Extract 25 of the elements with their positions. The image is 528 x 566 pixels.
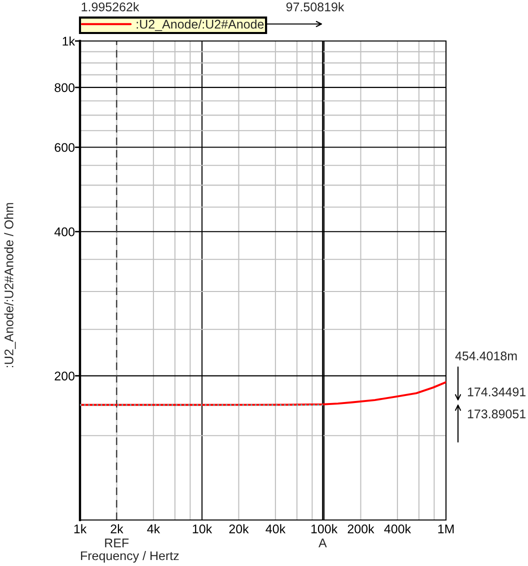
- y-tick-label: 200: [54, 372, 75, 380]
- ref-line-label: A: [318, 538, 327, 548]
- y-tick-label: 800: [54, 83, 75, 92]
- y-axis-title: :U2_Anode/:U2#Anode / Ohm: [4, 203, 16, 368]
- x-tick-label: 400k: [384, 524, 412, 534]
- x-axis-title: Frequency / Hertz: [81, 551, 179, 563]
- x-tick-label: 200k: [348, 524, 374, 534]
- x-tick-label: 20k: [229, 524, 249, 534]
- x-tick-label: 1k: [74, 524, 87, 534]
- x-tick-label: 2k: [110, 524, 124, 534]
- text: 174.34491: [468, 388, 526, 396]
- y-tick-label: 600: [54, 143, 75, 152]
- text: 1.995262k: [82, 2, 140, 12]
- x-tick-label: 40k: [266, 524, 286, 534]
- text: 454.4018m: [455, 352, 517, 360]
- y-tick-label: 1k: [62, 36, 76, 46]
- y-tick-label: 400: [54, 227, 75, 236]
- x-tick-label: 1M: [438, 524, 454, 534]
- ref-line-label: REF: [105, 538, 129, 548]
- legend-label: :U2_Anode/:U2#Anode: [136, 19, 264, 32]
- x-tick-label: 4k: [147, 524, 160, 534]
- text: 97.50819k: [286, 2, 344, 12]
- x-tick-label: 10k: [192, 524, 212, 534]
- x-tick-label: 100k: [311, 524, 338, 534]
- text: 173.89051: [468, 410, 526, 418]
